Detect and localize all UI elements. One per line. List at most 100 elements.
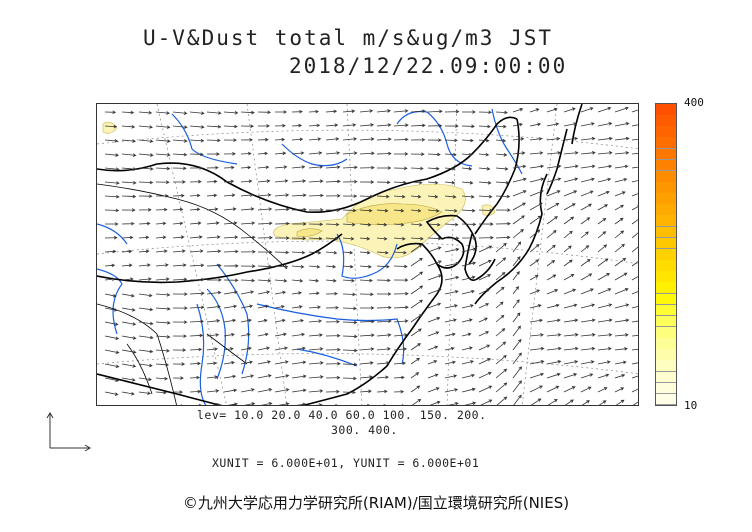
wind-arrow bbox=[495, 341, 507, 351]
wind-arrow bbox=[223, 374, 237, 379]
wind-arrow bbox=[325, 222, 340, 227]
wind-arrow bbox=[240, 110, 255, 115]
wind-arrow bbox=[223, 278, 239, 283]
wind-arrow bbox=[580, 164, 596, 169]
wind-arrow bbox=[563, 373, 578, 379]
vector-unit-text: XUNIT = 6.000E+01, YUNIT = 6.000E+01 bbox=[212, 456, 480, 470]
wind-arrow bbox=[325, 179, 341, 184]
colorbar-band bbox=[656, 226, 676, 239]
wind-arrow bbox=[478, 194, 493, 199]
wind-arrow bbox=[444, 304, 458, 309]
wind-arrow bbox=[614, 121, 630, 127]
wind-arrow bbox=[138, 153, 154, 157]
wind-arrow bbox=[189, 235, 203, 239]
wind-arrow bbox=[597, 217, 607, 225]
wind-arrow bbox=[155, 362, 170, 367]
wind-arrow bbox=[291, 291, 302, 295]
wind-arrow bbox=[359, 306, 375, 310]
wind-arrow bbox=[376, 166, 392, 170]
wind-arrow bbox=[563, 122, 578, 127]
wind-arrow bbox=[512, 380, 522, 393]
wind-arrow bbox=[631, 180, 638, 183]
wind-arrow bbox=[631, 261, 638, 267]
wind-arrow bbox=[138, 349, 154, 354]
wind-arrow bbox=[529, 289, 541, 295]
wind-arrow bbox=[546, 203, 560, 211]
wind-arrow bbox=[121, 235, 134, 240]
wind-arrow bbox=[359, 250, 371, 255]
colorbar-band bbox=[656, 304, 676, 317]
wind-arrow bbox=[274, 137, 286, 142]
wind-arrow bbox=[429, 400, 441, 405]
wind-arrow bbox=[563, 245, 572, 253]
wind-arrow bbox=[631, 124, 638, 127]
wind-arrow bbox=[104, 391, 119, 396]
wind-arrow bbox=[189, 389, 202, 394]
wind-arrow bbox=[308, 361, 324, 365]
wind-arrow bbox=[155, 207, 168, 212]
wind-arrow bbox=[206, 347, 218, 351]
wind-arrow bbox=[189, 347, 203, 352]
wind-arrow bbox=[512, 286, 520, 295]
wind-arrow bbox=[121, 110, 135, 115]
wind-arrow bbox=[631, 374, 638, 379]
wind-arrow bbox=[631, 152, 638, 155]
wind-arrow bbox=[274, 221, 290, 226]
wind-arrow bbox=[614, 136, 630, 141]
wind-arrow bbox=[308, 389, 324, 393]
wind-arrow bbox=[172, 306, 188, 310]
wind-arrow bbox=[597, 387, 608, 393]
wind-arrow bbox=[546, 230, 557, 239]
contour-levels-line1: lev= 10.0 20.0 40.0 60.0 100. 150. 200. bbox=[197, 408, 487, 422]
dust-colorbar bbox=[655, 103, 677, 406]
wind-arrow bbox=[104, 377, 120, 382]
colorbar-band bbox=[656, 382, 676, 395]
wind-arrow bbox=[172, 263, 187, 267]
wind-arrow bbox=[410, 152, 425, 156]
wind-arrow bbox=[274, 193, 290, 197]
wind-arrow bbox=[427, 123, 443, 128]
wind-arrow bbox=[359, 361, 374, 365]
wind-arrow bbox=[631, 138, 638, 141]
wind-arrow bbox=[495, 110, 508, 115]
rivers bbox=[97, 108, 523, 405]
wind-arrow bbox=[563, 386, 576, 393]
wind-arrow bbox=[291, 236, 307, 241]
wind-arrow bbox=[359, 292, 374, 297]
wind-arrow bbox=[512, 215, 525, 225]
wind-arrow bbox=[189, 111, 205, 115]
wind-arrow bbox=[597, 273, 611, 281]
wind-arrow bbox=[580, 245, 590, 253]
wind-arrow bbox=[478, 245, 493, 253]
wind-arrow bbox=[393, 222, 405, 227]
wind-arrow bbox=[121, 153, 137, 157]
wind-arrow bbox=[308, 347, 324, 351]
wind-arrow bbox=[240, 278, 256, 283]
wind-arrow bbox=[529, 229, 541, 239]
wind-arrow bbox=[581, 400, 590, 405]
colorbar-band bbox=[656, 371, 676, 384]
wind-arrow bbox=[410, 244, 423, 253]
wind-arrow bbox=[580, 190, 594, 197]
wind-arrow bbox=[393, 389, 405, 394]
wind-arrow bbox=[155, 390, 167, 395]
wind-arrow bbox=[376, 222, 388, 227]
wind-arrow bbox=[401, 404, 404, 405]
wind-arrow bbox=[342, 320, 358, 325]
wind-arrow bbox=[121, 181, 137, 185]
wind-arrow bbox=[376, 319, 392, 324]
wind-arrow bbox=[172, 334, 187, 338]
colorbar-band bbox=[656, 204, 676, 216]
wind-arrow bbox=[189, 361, 201, 366]
wind-arrow bbox=[325, 250, 338, 255]
wind-arrow bbox=[121, 335, 137, 340]
wind-arrow bbox=[240, 250, 256, 254]
wind-arrow bbox=[138, 377, 152, 382]
wind-arrow bbox=[631, 362, 638, 365]
wind-arrow bbox=[513, 394, 522, 405]
wind-arrow bbox=[512, 338, 522, 351]
wind-arrow bbox=[359, 333, 375, 337]
wind-arrow bbox=[444, 222, 459, 227]
wind-arrow bbox=[580, 346, 596, 351]
wind-arrow bbox=[206, 124, 222, 129]
